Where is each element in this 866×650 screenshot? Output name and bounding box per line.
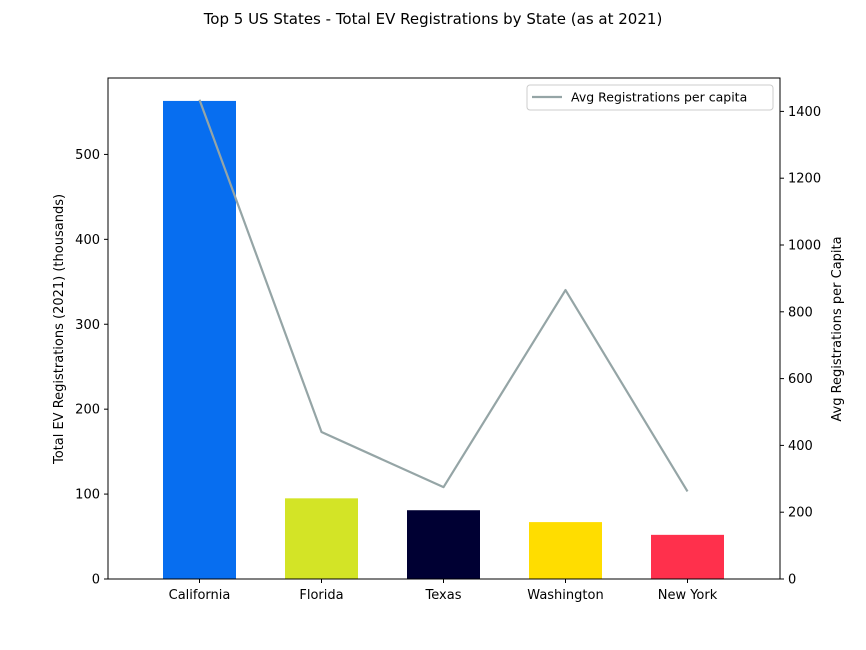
- y2-tick-label: 1000: [788, 239, 821, 254]
- y2-tick-label: 1400: [788, 105, 821, 120]
- y-tick-label: 200: [75, 403, 100, 418]
- chart-title: Top 5 US States - Total EV Registrations…: [203, 10, 663, 28]
- bar-california: [163, 100, 236, 579]
- y2-tick-label: 1200: [788, 172, 821, 187]
- y-tick-label: 400: [75, 233, 100, 248]
- y-tick-label: 0: [92, 573, 100, 588]
- y2-tick-label: 800: [788, 305, 813, 320]
- legend-label: Avg Registrations per capita: [571, 90, 747, 105]
- y2-tick-label: 400: [788, 439, 813, 454]
- bar-new-york: [651, 534, 724, 579]
- y2-tick-label: 200: [788, 506, 813, 521]
- y-tick-label: 300: [75, 318, 100, 333]
- plot-area: California Florida Texas Washington New York…: [75, 77, 821, 603]
- x-tick-label: New York: [658, 588, 718, 603]
- series-line-avg-per-capita: [198, 99, 689, 493]
- y-axis-title: Total EV Registrations (2021) (thousands…: [52, 194, 67, 465]
- x-tick-label: Florida: [299, 588, 343, 603]
- y2-axis-title: Avg Registrations per Capita: [830, 236, 845, 421]
- legend-box: [526, 84, 774, 111]
- y2-tick-label: 0: [788, 573, 796, 588]
- legend: Avg Registrations per capita: [526, 84, 774, 111]
- x-tick-label: Washington: [527, 588, 603, 603]
- y2-tick-label: 600: [788, 372, 813, 387]
- y-tick-label: 500: [75, 148, 100, 163]
- x-tick-label: Texas: [425, 588, 462, 603]
- y-tick-label: 100: [75, 488, 100, 503]
- bar-florida: [285, 498, 358, 579]
- x-tick-label: California: [169, 588, 231, 603]
- bar-washington: [529, 522, 602, 579]
- bar-texas: [407, 510, 480, 579]
